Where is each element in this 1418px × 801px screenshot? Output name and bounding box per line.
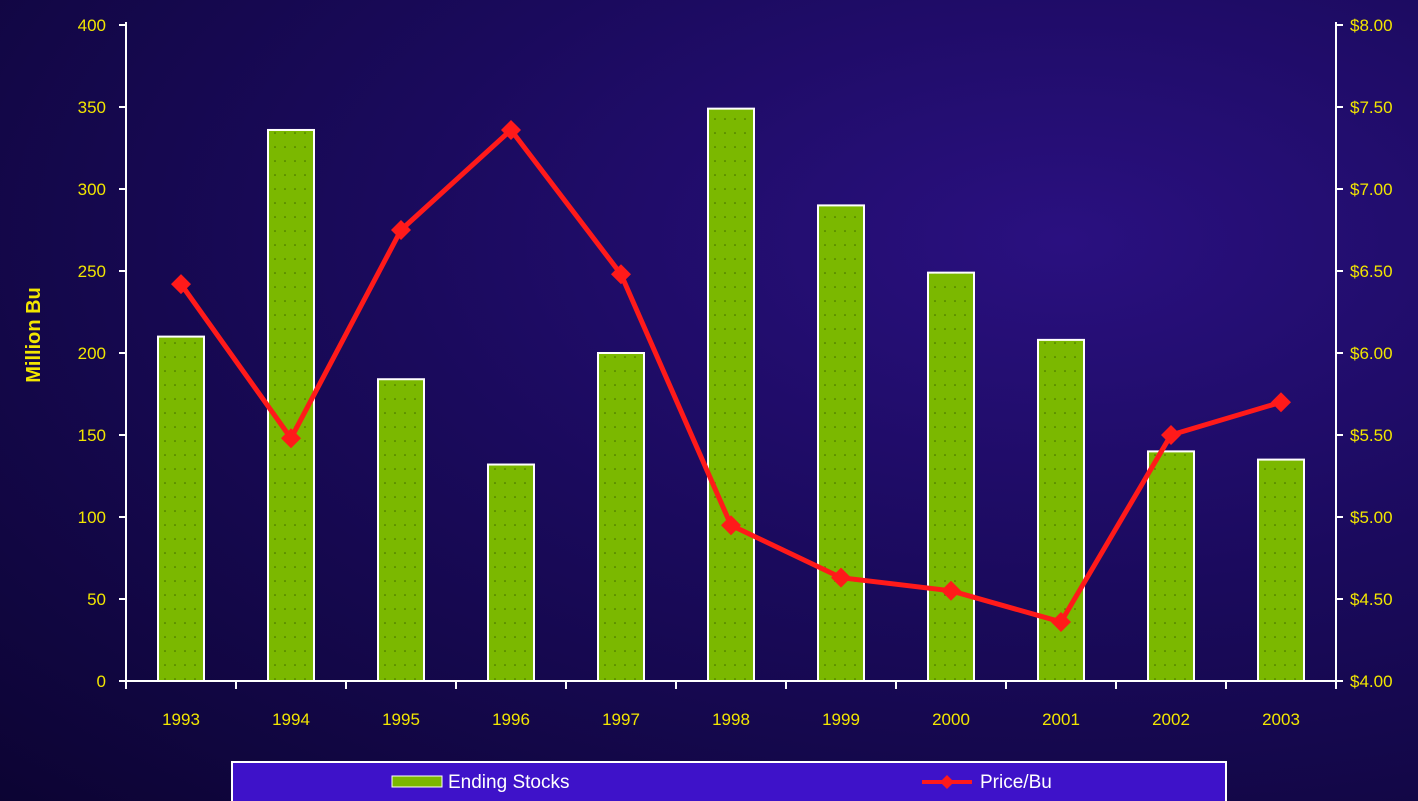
price-marker-2002	[1161, 425, 1181, 445]
y-tick-label-left: 300	[78, 180, 106, 199]
price-marker-1999	[831, 567, 851, 588]
y-tick-label-right: $7.00	[1350, 180, 1393, 199]
bar-1995	[377, 378, 425, 682]
y-tick-label-right: $4.50	[1350, 590, 1393, 609]
legend-box	[231, 761, 1227, 801]
y-tick-label-right: $6.50	[1350, 262, 1393, 281]
x-tick-label-1995: 1995	[382, 710, 420, 729]
x-tick-label-1999: 1999	[822, 710, 860, 729]
price-line-layer	[171, 119, 1291, 632]
axes-layer: 0 50 100 150 200 250 300 350 400 $4.00 $4.50 $5.00 $…	[78, 16, 1393, 729]
bar-2003	[1257, 458, 1305, 682]
y-tick-label-right: $4.00	[1350, 672, 1393, 691]
y-tick-label-right: $6.00	[1350, 344, 1393, 363]
price-marker-2000	[941, 580, 961, 601]
bar-2000	[927, 271, 975, 682]
x-tick-label-2002: 2002	[1152, 710, 1190, 729]
bars-layer	[157, 107, 1305, 682]
legend-swatch-ending-stocks	[391, 775, 443, 788]
legend-marker-price	[940, 775, 954, 789]
y-tick-label-left: 150	[78, 426, 106, 445]
y-tick-label-left: 100	[78, 508, 106, 527]
x-tick-label-1997: 1997	[602, 710, 640, 729]
y-tick-label-right: $8.00	[1350, 16, 1393, 35]
bar-1998	[707, 107, 755, 682]
bar-1997	[597, 352, 645, 682]
x-tick-label-1993: 1993	[162, 710, 200, 729]
bar-2002	[1147, 450, 1195, 682]
legend: Ending Stocks Price/Bu	[231, 761, 1227, 801]
price-marker-1998	[721, 515, 741, 536]
y-tick-label-left: 200	[78, 344, 106, 363]
price-marker-2001	[1051, 611, 1071, 632]
y-tick-label-right: $5.00	[1350, 508, 1393, 527]
price-marker-2003	[1271, 392, 1291, 413]
y-tick-label-left: 50	[87, 590, 106, 609]
y-axis-title: Million Bu	[23, 287, 45, 383]
price-marker-1994	[281, 428, 301, 449]
x-tick-label-1998: 1998	[712, 710, 750, 729]
y-tick-label-left: 0	[97, 672, 106, 691]
price-marker-1997	[611, 264, 631, 285]
y-tick-label-left: 400	[78, 16, 106, 35]
x-tick-label-2001: 2001	[1042, 710, 1080, 729]
x-tick-label-2000: 2000	[932, 710, 970, 729]
y-tick-label-left: 250	[78, 262, 106, 281]
bar-1993	[157, 335, 205, 682]
price-marker-1995	[391, 220, 411, 240]
legend-label-ending-stocks: Ending Stocks	[448, 772, 569, 793]
bar-1999	[817, 204, 865, 682]
price-marker-1993	[171, 274, 191, 295]
bar-1996	[487, 463, 535, 682]
y-tick-label-right: $5.50	[1350, 426, 1393, 445]
legend-label-price: Price/Bu	[980, 772, 1052, 793]
x-tick-label-1994: 1994	[272, 710, 310, 729]
y-tick-label-left: 350	[78, 98, 106, 117]
price-marker-1996	[501, 119, 521, 140]
x-tick-label-1996: 1996	[492, 710, 530, 729]
x-tick-label-2003: 2003	[1262, 710, 1300, 729]
y-tick-label-right: $7.50	[1350, 98, 1393, 117]
